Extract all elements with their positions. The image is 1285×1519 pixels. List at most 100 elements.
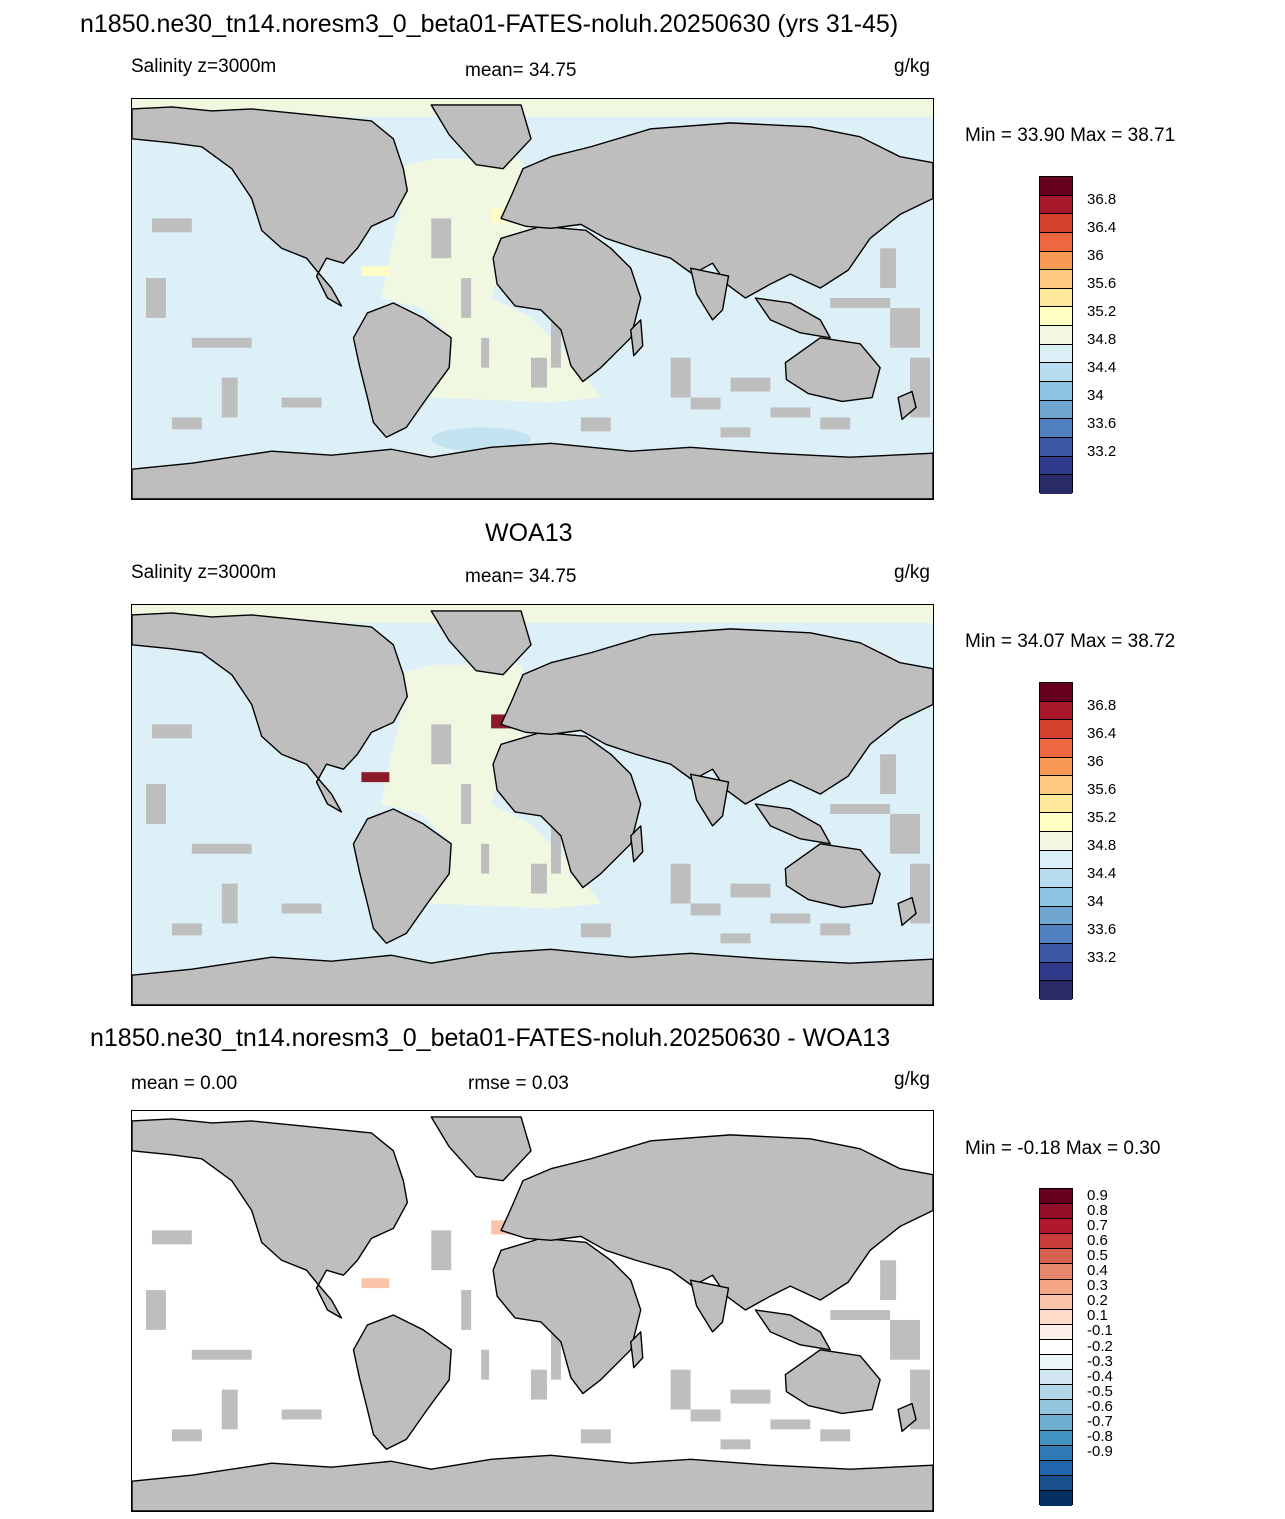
colorbar-tick-label: -0.5 — [1087, 1382, 1113, 1400]
colorbar-tick-label: 0.5 — [1087, 1246, 1108, 1264]
colorbar-tick-label: 36 — [1087, 247, 1104, 265]
panel3-map — [131, 1110, 934, 1512]
panel1-colorbar — [1039, 176, 1073, 494]
arctic-field — [132, 99, 933, 117]
colorbar-swatch — [1040, 1355, 1072, 1371]
landmass-north-america — [132, 1118, 409, 1319]
landmass-greenland — [430, 610, 532, 676]
landmass-eurasia — [500, 628, 933, 805]
colorbar-swatch — [1040, 1445, 1072, 1461]
panel3-minmax: Min = -0.18 Max = 0.30 — [965, 1138, 1161, 1159]
colorbar-swatch — [1040, 1400, 1072, 1416]
landmass-madagascar — [630, 825, 644, 863]
colorbar-swatch — [1040, 794, 1072, 814]
colorbar-swatch — [1040, 214, 1072, 233]
arctic-field — [132, 1111, 933, 1129]
land-mask-cell — [145, 1290, 166, 1330]
panel1-minmax: Min = 33.90 Max = 38.71 — [965, 125, 1176, 146]
colorbar-tick-label: 33.6 — [1087, 415, 1117, 432]
land-mask-cell — [830, 804, 891, 814]
land-mask-cell — [431, 218, 452, 259]
landmass-se-asia — [754, 297, 831, 339]
colorbar-swatch — [1040, 962, 1072, 982]
colorbar-tick-label: -0.7 — [1087, 1412, 1113, 1430]
land-mask-cell — [151, 724, 192, 739]
landmass-antarctica — [132, 442, 933, 499]
salinity-patch — [361, 1278, 390, 1289]
colorbar-swatch — [1040, 1234, 1072, 1250]
land-mask-cell — [431, 1230, 452, 1271]
panel3-mean-label: mean = 0.00 — [131, 1073, 238, 1094]
colorbar-tick-label: 0.6 — [1087, 1231, 1108, 1249]
map-canvas — [132, 1111, 933, 1511]
colorbar-tick-label: 0.9 — [1087, 1186, 1108, 1204]
panel1-map — [131, 98, 934, 500]
colorbar-tick-label: -0.1 — [1087, 1322, 1113, 1340]
colorbar-swatch — [1040, 437, 1072, 457]
colorbar-tick-label: 35.2 — [1087, 809, 1117, 827]
colorbar-tick-label: 36 — [1087, 753, 1104, 771]
colorbar-swatch — [1040, 1204, 1072, 1220]
landmass-australia — [784, 1349, 881, 1415]
land-mask-cell — [145, 278, 166, 318]
colorbar-tick-label: -0.6 — [1087, 1397, 1113, 1415]
panel3-units-label: g/kg — [894, 1069, 930, 1090]
panel3-colorbar — [1039, 1188, 1073, 1506]
colorbar-swatch — [1040, 981, 1072, 1000]
colorbar-swatch — [1040, 195, 1072, 215]
land-mask-cell — [720, 933, 751, 944]
land-mask-cell — [690, 1409, 721, 1422]
landmass-africa — [492, 225, 642, 383]
colorbar-tick-label: 36.4 — [1087, 219, 1117, 237]
colorbar-swatch — [1040, 307, 1072, 327]
panel2-mean-label: mean= 34.75 — [465, 566, 577, 587]
landmass-madagascar — [630, 1331, 644, 1369]
land-mask-cell — [720, 427, 751, 438]
colorbar-swatch — [1040, 1370, 1072, 1386]
panel2-variable-label: Salinity z=3000m — [131, 562, 277, 583]
land-mask-cell — [550, 813, 561, 874]
colorbar-swatch — [1040, 270, 1072, 289]
colorbar-tick-label: 34 — [1087, 387, 1104, 405]
land-mask-cell — [670, 863, 691, 904]
colorbar-tick-label: 0.7 — [1087, 1216, 1108, 1234]
land-mask-cell — [690, 397, 721, 410]
panel1-mean-label: mean= 34.75 — [465, 60, 577, 81]
colorbar-swatch — [1040, 1294, 1072, 1310]
colorbar-tick-label: -0.2 — [1087, 1337, 1113, 1355]
map-canvas — [132, 99, 933, 499]
land-mask-cell — [171, 923, 202, 936]
land-mask-cell — [531, 357, 547, 388]
landmass-new-zealand — [897, 1402, 917, 1433]
land-mask-cell — [820, 1429, 851, 1442]
land-mask-cell — [145, 784, 166, 824]
panel2-units-label: g/kg — [894, 562, 930, 583]
colorbar-tick-label: 34.8 — [1087, 331, 1117, 349]
colorbar-tick-label: 36.8 — [1087, 191, 1117, 209]
landmass-new-zealand — [897, 896, 917, 927]
colorbar-swatch — [1040, 757, 1072, 777]
colorbar-swatch — [1040, 832, 1072, 851]
colorbar-swatch — [1040, 943, 1072, 963]
colorbar-swatch — [1040, 1264, 1072, 1280]
map-canvas — [132, 605, 933, 1005]
landmass-india — [689, 1279, 730, 1333]
colorbar-swatch — [1040, 1415, 1072, 1431]
colorbar-swatch — [1040, 1249, 1072, 1265]
land-mask-cell — [890, 307, 921, 348]
land-mask-cell — [191, 1349, 252, 1360]
colorbar-swatch — [1040, 475, 1072, 494]
land-mask-cell — [221, 1389, 238, 1430]
land-mask-cell — [531, 1369, 547, 1400]
landmass-eurasia — [500, 122, 933, 299]
colorbar-tick-label: 33.2 — [1087, 442, 1117, 460]
land-mask-cell — [580, 1429, 611, 1444]
panel1-title: n1850.ne30_tn14.noresm3_0_beta01-FATES-n… — [80, 10, 899, 38]
landmass-africa — [492, 731, 642, 889]
panel2-title: WOA13 — [485, 519, 573, 547]
colorbar-swatch — [1040, 177, 1072, 196]
colorbar-tick-label: -0.8 — [1087, 1428, 1113, 1446]
colorbar-swatch — [1040, 232, 1072, 252]
land-mask-cell — [281, 1409, 322, 1420]
salinity-patch — [361, 772, 390, 783]
